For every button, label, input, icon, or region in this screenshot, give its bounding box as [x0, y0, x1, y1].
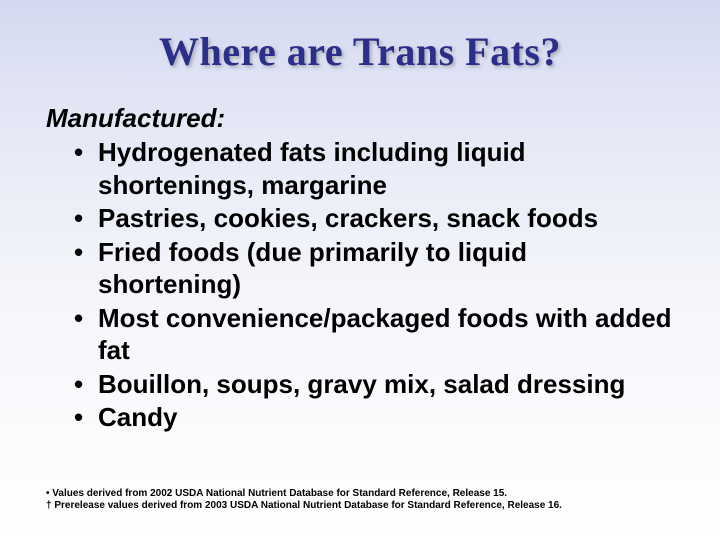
bullet-list: Hydrogenated fats including liquid short…: [46, 136, 674, 434]
list-item: Hydrogenated fats including liquid short…: [74, 136, 674, 201]
list-item: Most convenience/packaged foods with add…: [74, 302, 674, 367]
list-item: Fried foods (due primarily to liquid sho…: [74, 236, 674, 301]
list-item: Pastries, cookies, crackers, snack foods: [74, 202, 674, 235]
slide-title: Where are Trans Fats?: [40, 28, 680, 75]
footnote-line: † Prerelease values derived from 2003 US…: [46, 500, 680, 512]
slide: Where are Trans Fats? Manufactured: Hydr…: [0, 0, 720, 540]
subheading: Manufactured:: [46, 103, 674, 134]
footnote-line: • Values derived from 2002 USDA National…: [46, 488, 680, 500]
list-item: Bouillon, soups, gravy mix, salad dressi…: [74, 368, 674, 401]
list-item: Candy: [74, 401, 674, 434]
footnotes: • Values derived from 2002 USDA National…: [46, 488, 680, 511]
slide-content: Manufactured: Hydrogenated fats includin…: [40, 103, 680, 434]
